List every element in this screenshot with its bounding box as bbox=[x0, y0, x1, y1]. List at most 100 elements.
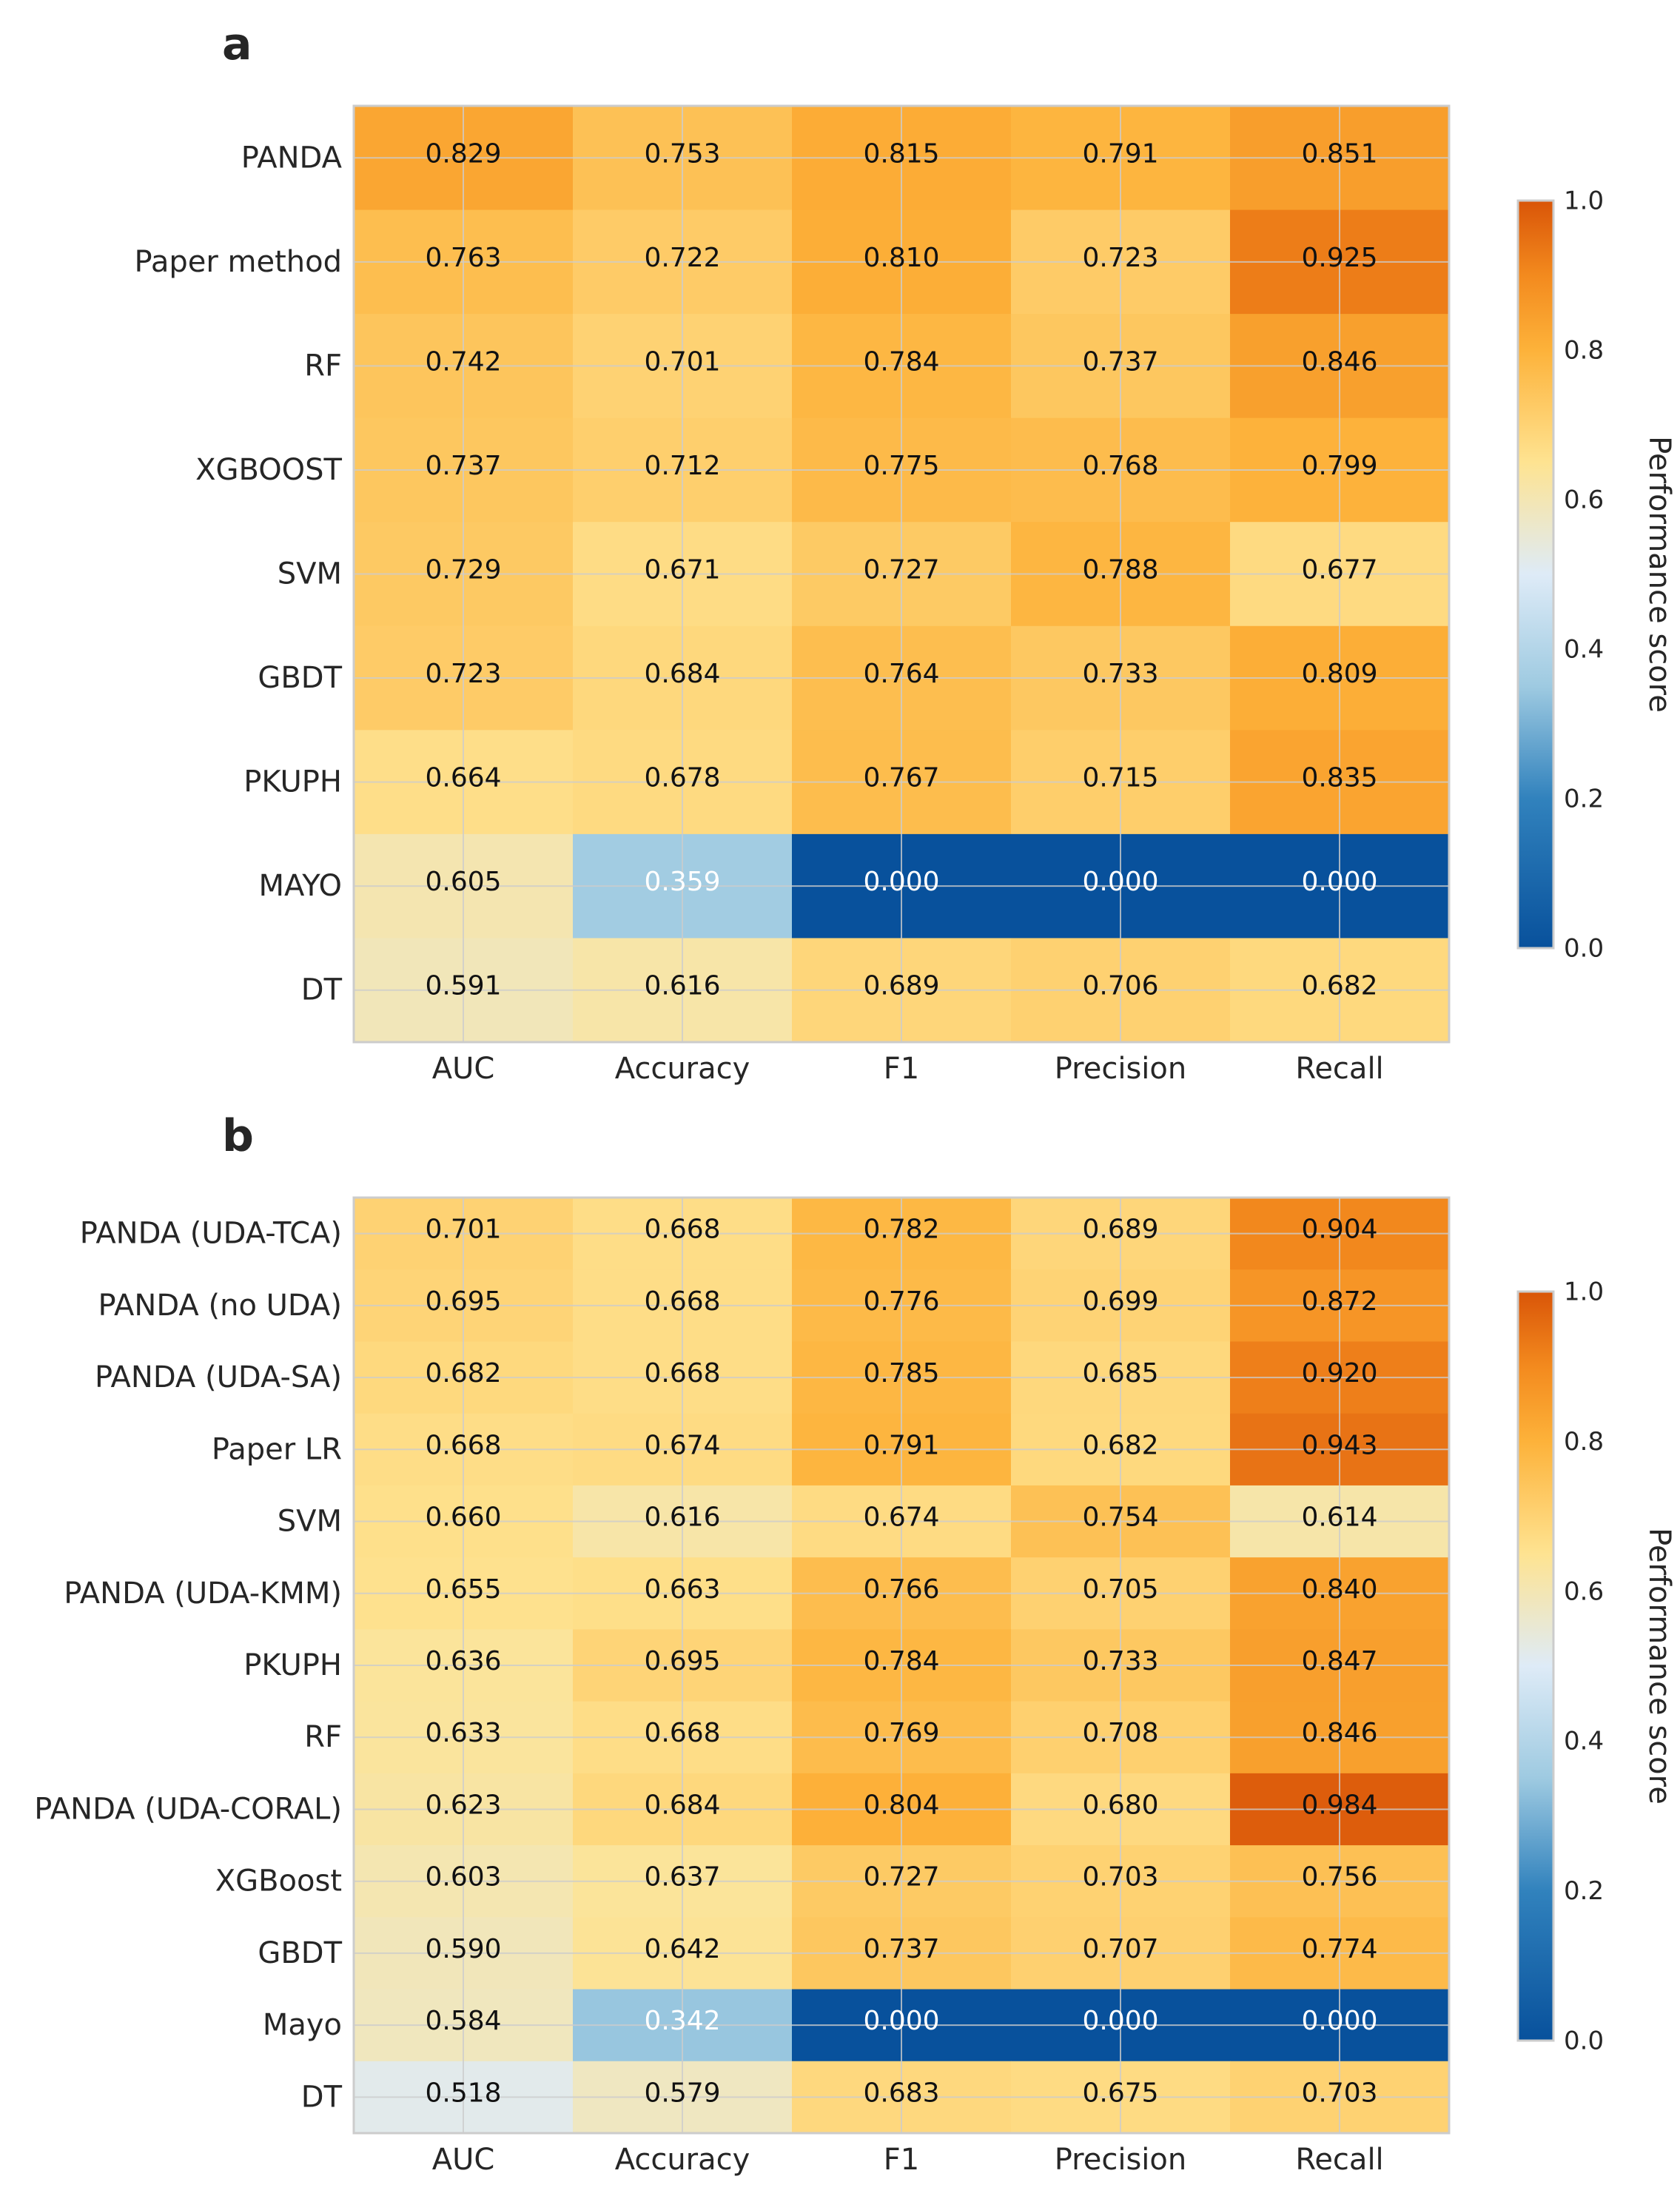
cell-value-label: 0.636 bbox=[425, 1646, 501, 1676]
cell-value-label: 0.733 bbox=[1082, 659, 1158, 689]
heatmap-a: 0.829 0.753 0.815 0.791 0.851 0.763 0.722 0.810… bbox=[135, 104, 1451, 1086]
cell-value-label: 0.000 bbox=[863, 2006, 939, 2036]
cell-value-label: 0.668 bbox=[644, 1718, 720, 1748]
cell-value-label: 0.616 bbox=[644, 1503, 720, 1533]
cell-value-label: 0.684 bbox=[644, 659, 720, 689]
cell-value-label: 0.605 bbox=[425, 867, 501, 897]
row-label: DT bbox=[301, 2080, 343, 2114]
cell-value-label: 0.579 bbox=[644, 2078, 720, 2108]
cell-value-label: 0.707 bbox=[1082, 1934, 1158, 1964]
column-label: F1 bbox=[884, 2143, 919, 2177]
cell-value-label: 0.767 bbox=[863, 763, 939, 793]
cell-value-label: 0.774 bbox=[1301, 1934, 1377, 1964]
cell-value-label: 0.674 bbox=[863, 1503, 939, 1533]
cell-value-label: 0.733 bbox=[1082, 1646, 1158, 1676]
row-label: PANDA (UDA-SA) bbox=[95, 1360, 342, 1394]
cell-value-label: 0.756 bbox=[1301, 1862, 1377, 1893]
cell-value-label: 0.668 bbox=[644, 1286, 720, 1317]
cell-value-label: 0.699 bbox=[1082, 1286, 1158, 1317]
cell-value-label: 0.000 bbox=[1301, 2006, 1377, 2036]
cell-value-label: 0.623 bbox=[425, 1790, 501, 1820]
cell-value-label: 0.591 bbox=[425, 971, 501, 1001]
cell-value-label: 0.000 bbox=[863, 867, 939, 897]
cell-value-label: 0.784 bbox=[863, 1646, 939, 1676]
cell-value-label: 0.703 bbox=[1082, 1862, 1158, 1893]
cell-value-label: 0.675 bbox=[1082, 2078, 1158, 2108]
cell-value-label: 0.788 bbox=[1082, 555, 1158, 585]
cell-value-label: 0.768 bbox=[1082, 451, 1158, 481]
cell-value-label: 0.764 bbox=[863, 659, 939, 689]
cell-value-label: 0.678 bbox=[644, 763, 720, 793]
cell-value-label: 0.729 bbox=[425, 555, 501, 585]
cell-value-label: 0.000 bbox=[1082, 867, 1158, 897]
cell-value-label: 0.674 bbox=[644, 1430, 720, 1460]
cell-value-label: 0.614 bbox=[1301, 1503, 1377, 1533]
cell-value-label: 0.708 bbox=[1082, 1718, 1158, 1748]
cell-value-label: 0.682 bbox=[1301, 971, 1377, 1001]
cell-value-label: 0.703 bbox=[1301, 2078, 1377, 2108]
colorbar-tick-label: 0.6 bbox=[1564, 486, 1604, 515]
cell-value-label: 0.695 bbox=[644, 1646, 720, 1676]
cell-value-label: 0.785 bbox=[863, 1358, 939, 1389]
cell-value-label: 0.754 bbox=[1082, 1503, 1158, 1533]
colorbar-gradient bbox=[1516, 1290, 1555, 2042]
colorbar-tick-label: 0.0 bbox=[1564, 934, 1604, 964]
cell-value-label: 0.829 bbox=[425, 138, 501, 169]
cell-value-label: 0.810 bbox=[863, 243, 939, 273]
row-label: Paper method bbox=[135, 245, 342, 279]
cell-value-label: 0.776 bbox=[863, 1286, 939, 1317]
cell-value-label: 0.835 bbox=[1301, 763, 1377, 793]
column-label: AUC bbox=[432, 2143, 495, 2177]
row-label: MAYO bbox=[259, 869, 343, 903]
cell-value-label: 0.000 bbox=[1301, 867, 1377, 897]
cell-value-label: 0.518 bbox=[425, 2078, 501, 2108]
cell-value-label: 0.660 bbox=[425, 1503, 501, 1533]
row-label: PKUPH bbox=[243, 1648, 342, 1682]
colorbar-title: Performance score bbox=[1642, 436, 1676, 713]
row-label: PANDA bbox=[241, 141, 343, 175]
panel-b-letter: b bbox=[222, 1110, 254, 1162]
cell-value-label: 0.616 bbox=[644, 971, 720, 1001]
cell-value-label: 0.671 bbox=[644, 555, 720, 585]
row-label: PANDA (no UDA) bbox=[98, 1289, 342, 1323]
cell-value-label: 0.846 bbox=[1301, 1718, 1377, 1748]
cell-value-label: 0.742 bbox=[425, 346, 501, 377]
cell-value-label: 0.655 bbox=[425, 1574, 501, 1605]
cell-value-label: 0.000 bbox=[1082, 2006, 1158, 2036]
cell-value-label: 0.782 bbox=[863, 1215, 939, 1245]
cell-value-label: 0.753 bbox=[644, 138, 720, 169]
cell-value-label: 0.677 bbox=[1301, 555, 1377, 585]
cell-value-label: 0.712 bbox=[644, 451, 720, 481]
colorbar-tick-label: 1.0 bbox=[1564, 1278, 1604, 1307]
cell-value-label: 0.737 bbox=[425, 451, 501, 481]
cell-value-label: 0.682 bbox=[1082, 1430, 1158, 1460]
cell-value-label: 0.637 bbox=[644, 1862, 720, 1893]
colorbar-tick-label: 0.4 bbox=[1564, 1727, 1604, 1756]
cell-value-label: 0.683 bbox=[863, 2078, 939, 2108]
cell-value-label: 0.727 bbox=[863, 555, 939, 585]
cell-value-label: 0.668 bbox=[644, 1215, 720, 1245]
row-label: RF bbox=[304, 1720, 342, 1754]
row-label: PANDA (UDA-KMM) bbox=[64, 1577, 342, 1611]
cell-value-label: 0.727 bbox=[863, 1862, 939, 1893]
colorbar-title: Performance score bbox=[1642, 1528, 1676, 1804]
row-label: GBDT bbox=[258, 661, 342, 695]
column-label: Recall bbox=[1295, 2143, 1383, 2177]
cell-value-label: 0.840 bbox=[1301, 1574, 1377, 1605]
plot-frame bbox=[352, 1196, 1451, 2135]
cell-value-label: 0.872 bbox=[1301, 1286, 1377, 1317]
cell-value-label: 0.603 bbox=[425, 1862, 501, 1893]
plot-frame bbox=[352, 104, 1451, 1044]
row-label: RF bbox=[304, 349, 342, 383]
colorbar-tick-label: 0.8 bbox=[1564, 336, 1604, 366]
row-label: DT bbox=[301, 973, 343, 1007]
colorbar-tick-label: 0.4 bbox=[1564, 635, 1604, 665]
cell-value-label: 0.668 bbox=[644, 1358, 720, 1389]
cell-value-label: 0.684 bbox=[644, 1790, 720, 1820]
cell-value-label: 0.925 bbox=[1301, 243, 1377, 273]
row-label: SVM bbox=[278, 557, 342, 591]
cell-value-label: 0.791 bbox=[1082, 138, 1158, 169]
cell-value-label: 0.809 bbox=[1301, 659, 1377, 689]
colorbar-b: 0.0 0.2 0.4 0.6 0.8 1.0 Performance score bbox=[1516, 1278, 1676, 2056]
row-label: XGBoost bbox=[215, 1864, 342, 1898]
